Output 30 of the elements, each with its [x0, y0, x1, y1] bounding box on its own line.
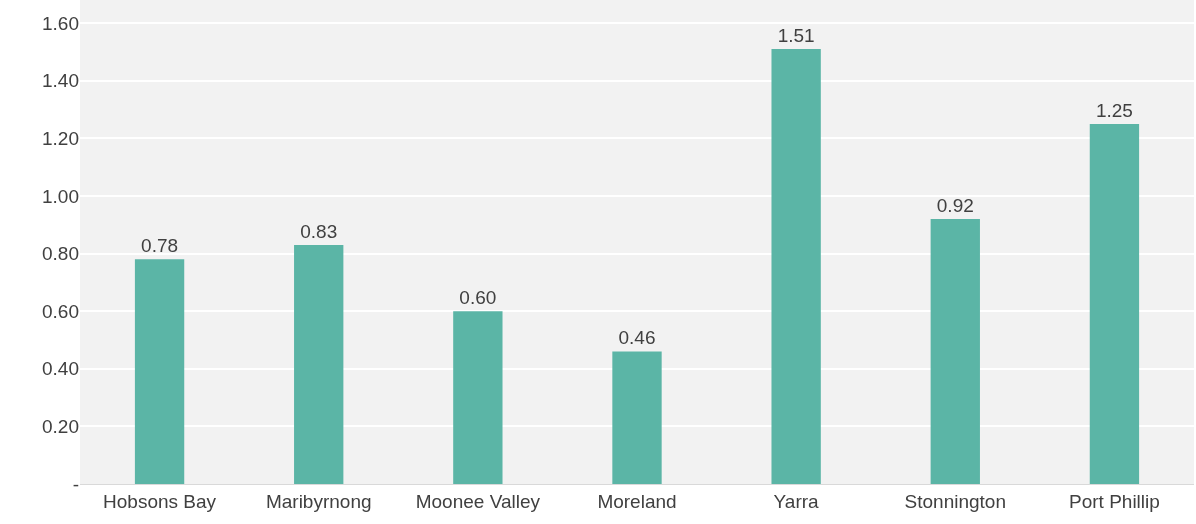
bar: [771, 48, 821, 484]
y-tick-label: 0.40: [42, 358, 79, 380]
data-label: 0.92: [936, 194, 974, 216]
y-tick-label: 0.60: [42, 300, 79, 322]
x-tick-label: Stonnington: [904, 490, 1006, 512]
x-tick-label: Maribyrnong: [265, 490, 372, 512]
data-label: 0.46: [618, 327, 656, 349]
y-tick-label: 1.00: [42, 185, 79, 207]
data-label: 1.25: [1095, 99, 1133, 121]
bar: [1089, 123, 1140, 484]
y-tick-label: 0.20: [42, 416, 79, 438]
data-label: 1.51: [777, 24, 815, 46]
bar: [930, 218, 980, 484]
bar: [612, 351, 662, 484]
data-label: 0.60: [459, 287, 497, 309]
y-tick-label: -: [72, 473, 79, 495]
x-tick-label: Yarra: [773, 490, 820, 512]
bar: [453, 311, 503, 484]
x-tick-label: Port Phillip: [1069, 490, 1160, 512]
y-tick-label: 0.80: [42, 243, 79, 265]
x-tick-label: Moonee Valley: [415, 490, 541, 512]
data-label: 0.78: [141, 235, 179, 257]
bar: [134, 259, 185, 484]
x-tick-label: Moreland: [597, 490, 677, 512]
data-label: 0.83: [300, 220, 338, 242]
y-tick-label: 1.20: [42, 127, 79, 149]
y-tick-label: 1.60: [42, 12, 79, 34]
x-tick-label: Hobsons Bay: [103, 490, 217, 512]
bar: [294, 244, 344, 484]
y-tick-label: 1.40: [42, 70, 79, 92]
